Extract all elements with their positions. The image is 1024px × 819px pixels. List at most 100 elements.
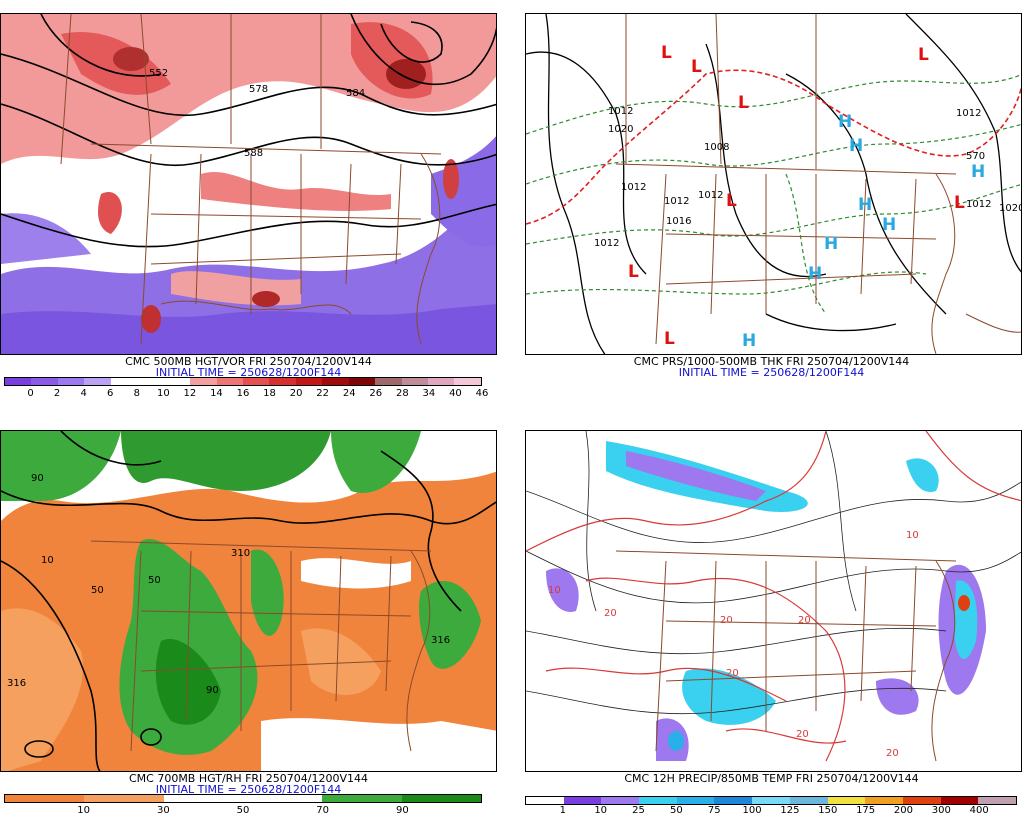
scale-swatch (242, 795, 323, 802)
scale-swatch (322, 795, 402, 802)
rh-map-graphic: 90 310 316 10 50 90 50 50 50 316 (1, 431, 496, 771)
contour-label: 588 (244, 148, 263, 159)
panel-500mb-vorticity: 552 578 584 588 CMC 500MB HGT/VOR FRI 25… (0, 0, 497, 400)
scale-swatch (110, 378, 138, 385)
scale-swatch (789, 797, 828, 804)
contour-label: 552 (149, 68, 168, 79)
contour-label: 90 (206, 685, 219, 696)
scale-tick-label: 75 (707, 805, 721, 816)
scale-tick-label: 10 (77, 805, 91, 816)
scale-tick-label: 26 (369, 388, 383, 399)
color-scale (525, 796, 1017, 805)
high-center-marker: H (858, 195, 872, 215)
panel-700mb-rh: 90 310 316 10 50 90 50 50 50 316 CMC 700… (0, 417, 497, 817)
low-center-marker: L (954, 193, 965, 213)
panel-caption: CMC 12H PRECIP/850MB TEMP FRI 250704/120… (624, 772, 919, 785)
scale-tick-label: 14 (210, 388, 223, 399)
vorticity-map-graphic: 552 578 584 588 (1, 14, 496, 354)
thickness-label: 570 (966, 151, 985, 162)
color-scale (4, 794, 482, 803)
scale-tick-label: 100 (742, 805, 762, 816)
isobar-label: 1016 (666, 216, 691, 227)
scale-swatch (601, 797, 640, 804)
scale-ticks: 1 10 25 50 75 100 125 150 175 200 300 400 (525, 805, 1017, 817)
scale-swatch (242, 378, 270, 385)
low-center-marker: L (918, 45, 929, 65)
scale-swatch (190, 378, 217, 385)
scale-swatch (401, 378, 428, 385)
isotherm-label: 20 (726, 668, 739, 679)
panel-precip-850mb-temp: 20 20 20 20 20 20 10 10 CMC 12H PRECIP/8… (523, 417, 1022, 817)
isotherm-label: 10 (906, 530, 919, 541)
scale-tick-label: 70 (316, 805, 330, 816)
map-500mb-vorticity: 552 578 584 588 (0, 13, 497, 355)
scale-swatch (216, 378, 243, 385)
isobar-label: 1008 (704, 142, 729, 153)
scale-tick-label: 50 (670, 805, 683, 816)
low-center-marker: L (628, 262, 639, 282)
panel-caption: CMC 700MB HGT/RH FRI 250704/1200V144 (128, 772, 369, 785)
high-center-marker: H (882, 215, 896, 235)
scale-tick-label: 4 (80, 388, 87, 399)
high-center-marker: H (971, 162, 985, 182)
scale-swatch (639, 797, 677, 804)
contour-label: 316 (7, 678, 26, 689)
scale-tick-label: 16 (236, 388, 250, 399)
contour-label: 316 (431, 635, 450, 646)
isotherm-label: 20 (604, 608, 617, 619)
isobar-label: 1012 (608, 106, 633, 117)
high-center-marker: H (742, 331, 756, 351)
scale-ticks: 10 30 50 70 90 (4, 805, 482, 817)
high-center-marker: H (824, 234, 838, 254)
scale-swatch (5, 378, 32, 385)
map-pressure-thickness: 1012 1020 1012 1008 1012 1012 1016 1012 … (525, 13, 1022, 355)
scale-swatch (978, 797, 1016, 804)
scale-tick-label: 2 (53, 388, 61, 399)
scale-tick-label: 34 (422, 388, 436, 399)
scale-swatch (57, 378, 85, 385)
scale-swatch (269, 378, 296, 385)
scale-tick-label: 20 (289, 388, 303, 399)
scale-swatch (84, 378, 111, 385)
scale-tick-label: 30 (156, 805, 170, 816)
panel-pressure-thickness: 1012 1020 1012 1008 1012 1012 1016 1012 … (523, 0, 1022, 400)
isotherm-label: 20 (796, 729, 809, 740)
isobar-label: 1012 (594, 238, 619, 249)
scale-swatch (137, 378, 164, 385)
initial-time: INITIAL TIME = 250628/1200F144 (155, 366, 342, 379)
scale-swatch (563, 797, 602, 804)
contour-label: 584 (346, 88, 365, 99)
isotherm-label: 20 (886, 748, 899, 759)
scale-swatch (163, 795, 243, 802)
scale-swatch (940, 797, 979, 804)
low-center-marker: L (738, 93, 749, 113)
scale-tick-label: 24 (342, 388, 356, 399)
scale-tick-label: 175 (856, 805, 876, 816)
scale-swatch (163, 378, 191, 385)
scale-swatch (454, 378, 481, 385)
scale-swatch (714, 797, 753, 804)
contour-label: 50 (91, 585, 104, 596)
pressure-map-graphic: 1012 1020 1012 1008 1012 1012 1016 1012 … (526, 14, 1021, 354)
isobar-label: 1012 (664, 196, 689, 207)
scale-tick-label: 22 (316, 388, 330, 399)
initial-time: INITIAL TIME = 250628/1200F144 (155, 783, 342, 796)
scale-swatch (827, 797, 866, 804)
scale-tick-label: 200 (893, 805, 913, 816)
precip-map-graphic: 20 20 20 20 20 20 10 10 (526, 431, 1021, 771)
high-center-marker: H (849, 136, 863, 156)
isobar-label: 1012 (956, 108, 981, 119)
map-precip-850mb-temp: 20 20 20 20 20 20 10 10 (525, 430, 1022, 772)
scale-swatch (375, 378, 402, 385)
isotherm-label: 20 (798, 615, 811, 626)
scale-swatch (865, 797, 903, 804)
scale-swatch (526, 797, 564, 804)
map-700mb-rh: 90 310 316 10 50 90 50 50 50 316 (0, 430, 497, 772)
scale-swatch (902, 797, 941, 804)
scale-tick-label: 8 (133, 388, 140, 399)
scale-swatch (31, 378, 58, 385)
isobar-label: 1020 (608, 124, 633, 135)
scale-tick-label: 50 (236, 805, 250, 816)
scale-swatch (401, 795, 481, 802)
contour-label: 50 (148, 575, 161, 586)
